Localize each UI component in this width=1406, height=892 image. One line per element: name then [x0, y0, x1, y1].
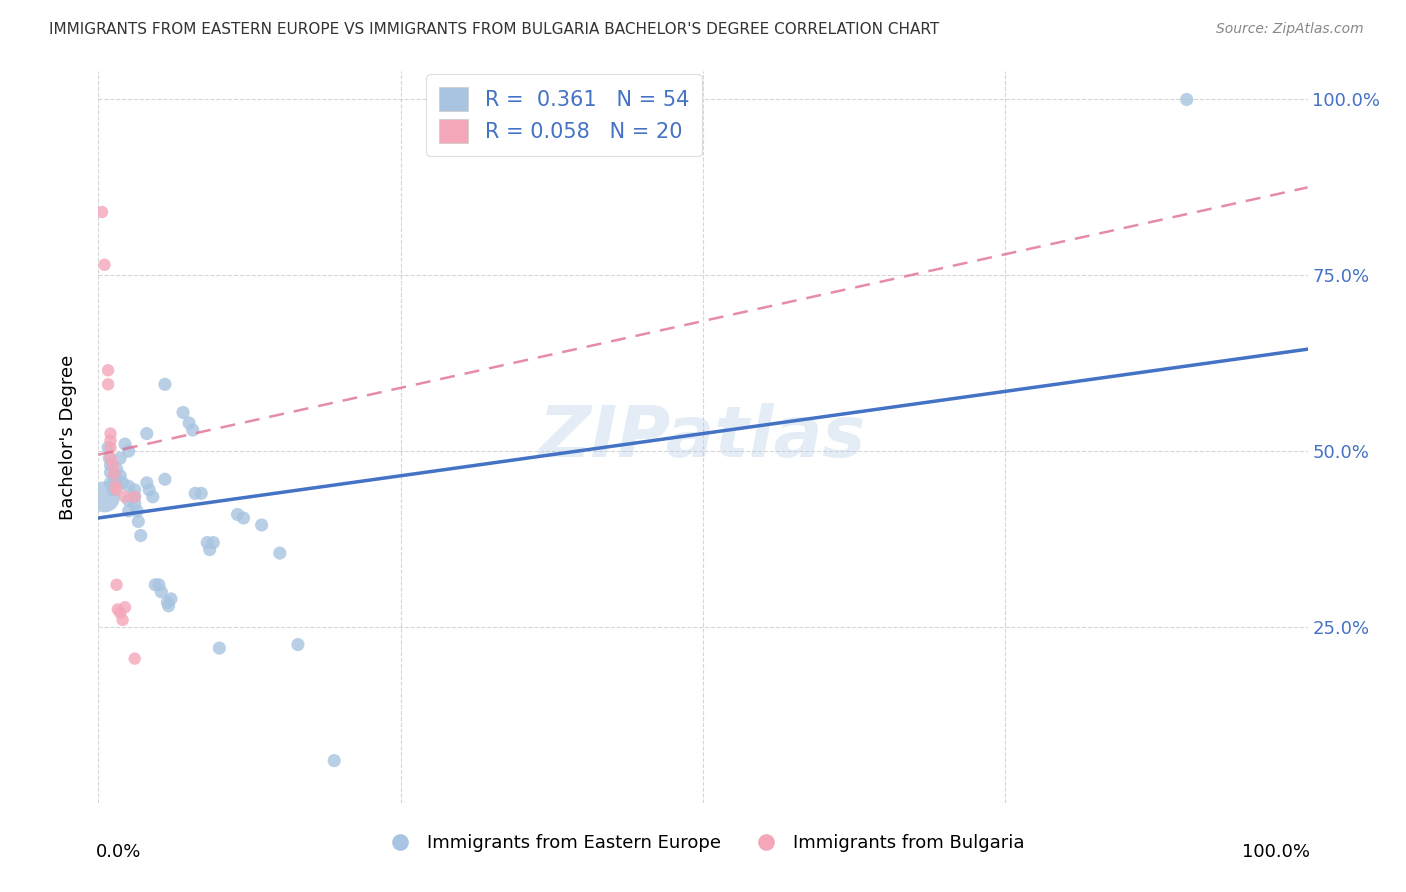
Point [105, 472, 128, 486]
Point [105, 483, 128, 497]
Point [108, 606, 131, 620]
Point [97, 441, 120, 455]
Point [100, 441, 122, 455]
Point [101, 458, 124, 473]
Point [138, 483, 160, 497]
Text: 0.0%: 0.0% [96, 843, 142, 861]
Point [100, 434, 122, 448]
Point [118, 493, 141, 508]
Point [118, 479, 141, 493]
Legend: Immigrants from Eastern Europe, Immigrants from Bulgaria: Immigrants from Eastern Europe, Immigran… [374, 827, 1032, 860]
Point [105, 479, 128, 493]
Point [93, 490, 115, 504]
Point [108, 451, 131, 466]
Point [153, 472, 176, 486]
Point [98, 451, 121, 466]
Point [114, 600, 136, 615]
Point [124, 497, 146, 511]
Text: Source: ZipAtlas.com: Source: ZipAtlas.com [1216, 22, 1364, 37]
Point [100, 475, 122, 490]
Point [91, 205, 114, 219]
Point [153, 377, 176, 392]
Point [103, 467, 125, 481]
Point [208, 641, 231, 656]
Point [124, 490, 146, 504]
Point [181, 423, 204, 437]
Point [323, 754, 346, 768]
Point [108, 468, 131, 483]
Point [101, 483, 124, 497]
Point [127, 515, 149, 529]
Point [198, 542, 221, 557]
Point [226, 508, 249, 522]
Point [160, 591, 183, 606]
Point [107, 602, 129, 616]
Point [93, 258, 115, 272]
Point [103, 468, 125, 483]
Point [156, 595, 179, 609]
Point [105, 461, 128, 475]
Point [250, 518, 273, 533]
Point [124, 490, 146, 504]
Point [135, 426, 157, 441]
Point [150, 584, 173, 599]
Point [287, 638, 309, 652]
Point [100, 451, 122, 466]
Text: ZIPatlas: ZIPatlas [540, 402, 866, 472]
Point [135, 475, 157, 490]
Point [142, 490, 165, 504]
Point [148, 578, 170, 592]
Point [111, 475, 134, 490]
Point [190, 486, 212, 500]
Point [100, 426, 122, 441]
Point [184, 486, 207, 500]
Point [124, 651, 146, 665]
Point [105, 578, 128, 592]
Point [104, 479, 127, 493]
Point [118, 444, 141, 458]
Point [232, 511, 254, 525]
Point [97, 363, 120, 377]
Point [114, 490, 136, 504]
Point [195, 535, 218, 549]
Point [143, 578, 166, 592]
Point [172, 405, 194, 419]
Point [202, 535, 225, 549]
Point [100, 465, 122, 479]
Point [118, 504, 141, 518]
Text: 100.0%: 100.0% [1241, 843, 1310, 861]
Point [100, 458, 122, 473]
Point [103, 475, 125, 490]
Text: IMMIGRANTS FROM EASTERN EUROPE VS IMMIGRANTS FROM BULGARIA BACHELOR'S DEGREE COR: IMMIGRANTS FROM EASTERN EUROPE VS IMMIGR… [49, 22, 939, 37]
Point [1175, 93, 1198, 107]
Point [179, 416, 201, 430]
Point [114, 437, 136, 451]
Point [127, 504, 149, 518]
Y-axis label: Bachelor's Degree: Bachelor's Degree [59, 354, 77, 520]
Point [111, 613, 134, 627]
Point [157, 599, 180, 613]
Point [97, 377, 120, 392]
Point [124, 483, 146, 497]
Point [269, 546, 291, 560]
Point [129, 528, 152, 542]
